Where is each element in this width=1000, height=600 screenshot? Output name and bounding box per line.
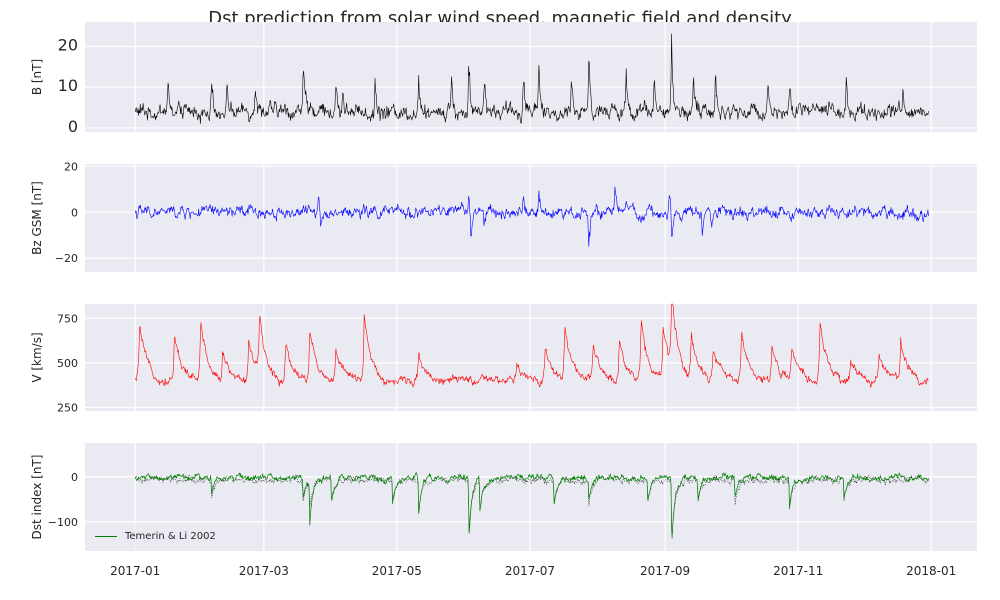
- panel-3-ytick-label-1: 500: [57, 357, 78, 370]
- panel-4-series-2-line: [134, 472, 929, 538]
- panel-3-series-1-line: [134, 303, 929, 388]
- panel-1-background: [85, 22, 977, 132]
- x-tick-label-3: 2017-07: [505, 564, 555, 578]
- panel-2-series-1-line: [134, 186, 929, 247]
- panel-1-series-1-line: [134, 33, 929, 124]
- panel-4-ytick-label-0: −100: [48, 516, 78, 529]
- panel-3-background: [85, 304, 977, 411]
- panel-4-series-1-line: [135, 474, 929, 539]
- panel-2-ytick-label-0: −20: [55, 252, 78, 265]
- panel-3-ytick-label-2: 750: [57, 312, 78, 325]
- panel-2-background: [85, 164, 977, 272]
- panel-4-ylabel: Dst index [nT]: [30, 455, 44, 540]
- panel-2-ylabel: Bz GSM [nT]: [30, 181, 44, 255]
- panel-3-ylabel: V [km/s]: [30, 332, 44, 382]
- panel-2-ytick-label-1: 0: [71, 206, 78, 219]
- panel-1-ytick-label-1: 10: [58, 76, 78, 95]
- panel-3-ytick-label-0: 250: [57, 401, 78, 414]
- legend-line-model: [95, 535, 117, 537]
- x-tick-label-0: 2017-01: [110, 564, 160, 578]
- panel-4-background: [85, 443, 977, 551]
- x-tick-label-6: 2018-01: [906, 564, 956, 578]
- legend: Temerin & Li 2002: [89, 524, 224, 548]
- panel-4-ytick-label-1: 0: [71, 471, 78, 484]
- x-tick-label-5: 2017-11: [773, 564, 823, 578]
- legend-label-model: Temerin & Li 2002: [125, 530, 216, 542]
- x-tick-label-2: 2017-05: [372, 564, 422, 578]
- panel-2-ytick-label-2: 20: [64, 160, 78, 173]
- panel-1-ylabel: B [nT]: [30, 59, 44, 95]
- panel-1-ytick-label-2: 20: [58, 35, 78, 54]
- x-tick-label-1: 2017-03: [239, 564, 289, 578]
- x-tick-label-4: 2017-09: [640, 564, 690, 578]
- panel-1-ytick-label-0: 0: [68, 117, 78, 136]
